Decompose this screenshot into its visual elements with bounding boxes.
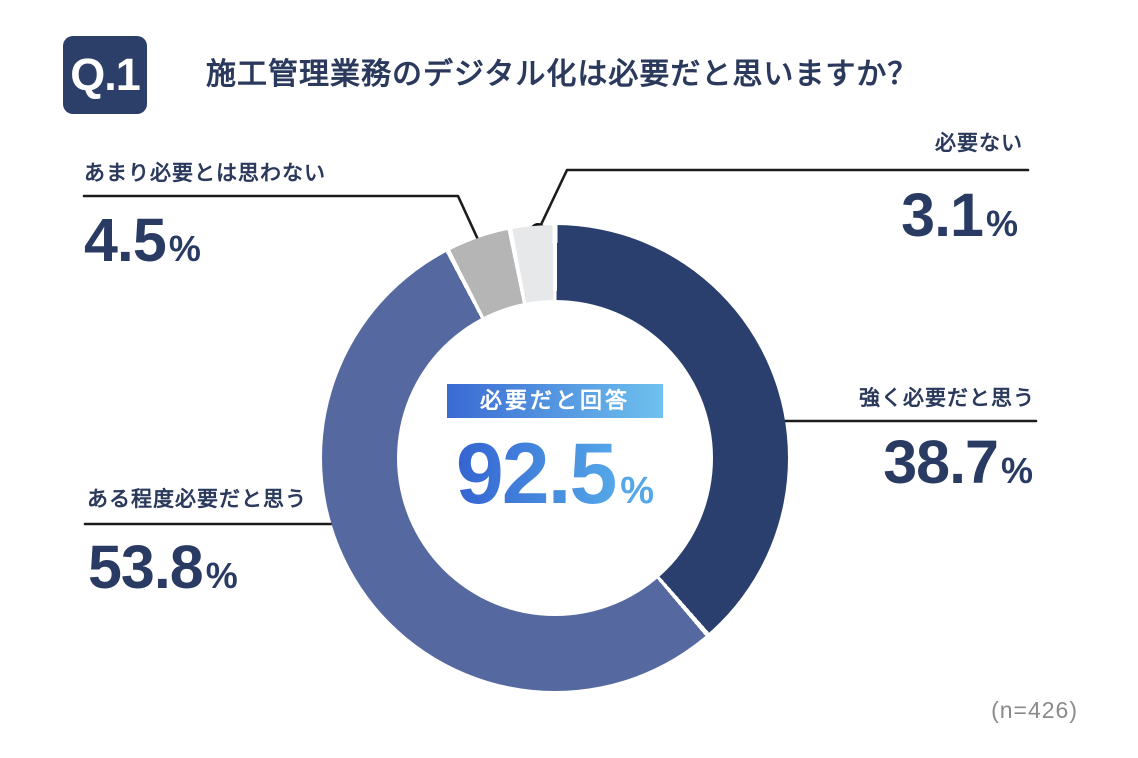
percent-sign: %: [205, 555, 238, 596]
question-title: 施工管理業務のデジタル化は必要だと思いますか？: [206, 58, 919, 91]
center-value-number: 92.5: [455, 426, 617, 522]
question-number: Q.1: [70, 49, 141, 100]
segment-value-somewhat-needed: 53.8%: [88, 537, 238, 598]
segment-number: 3.1: [901, 181, 984, 249]
segment-number: 53.8: [88, 533, 204, 601]
percent-sign: %: [1000, 450, 1033, 491]
question-number-badge: Q.1: [63, 36, 147, 114]
callout-line-somewhat: [83, 516, 372, 532]
center-value: 92.5%: [456, 431, 654, 517]
segment-value-not-really-needed: 4.5%: [84, 210, 201, 271]
percent-sign: %: [168, 228, 201, 269]
segment-number: 4.5: [84, 206, 167, 274]
donut-center: 必要だと回答 92.5%: [397, 300, 713, 616]
segment-label-not-really-needed: あまり必要とは思わない: [84, 162, 326, 185]
center-value-unit: %: [620, 470, 655, 512]
segment-number: 38.7: [883, 428, 999, 496]
segment-value-not-needed: 3.1%: [901, 185, 1018, 246]
center-badge: 必要だと回答: [447, 384, 663, 418]
segment-label-somewhat-needed: ある程度必要だと思う: [87, 488, 307, 511]
segment-label-strongly-needed: 強く必要だと思う: [859, 387, 1035, 410]
segment-label-not-needed: 必要ない: [935, 132, 1023, 155]
sample-size-note: (n=426): [991, 697, 1078, 723]
segment-value-strongly-needed: 38.7%: [883, 432, 1033, 493]
callout-line-strong: [751, 413, 1038, 429]
percent-sign: %: [985, 203, 1018, 244]
